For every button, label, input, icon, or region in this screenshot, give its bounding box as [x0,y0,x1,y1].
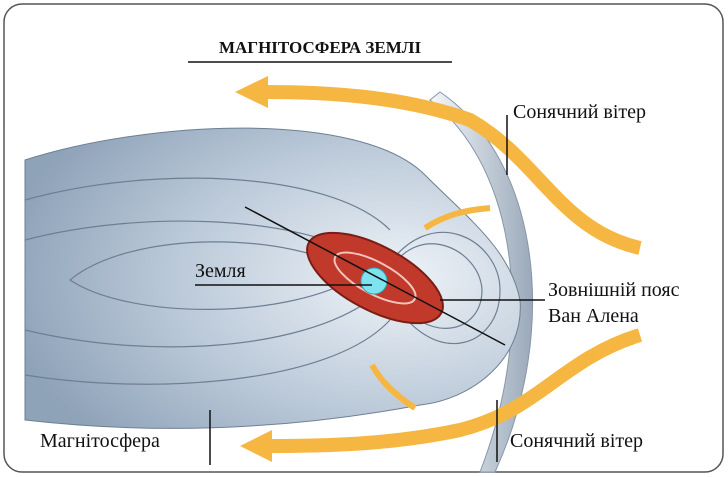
label: Ван Алена [548,305,639,327]
label: Земля [195,260,246,282]
label: Магнітосфера [40,430,160,452]
page: МАГНІТОСФЕРА ЗЕМЛІ Сонячний вітер Земля … [0,0,728,477]
label: Сонячний вітер [513,101,646,123]
label: Сонячний вітер [510,430,643,452]
label: Зовнішній пояс [548,279,680,301]
diagram: МАГНІТОСФЕРА ЗЕМЛІ Сонячний вітер Земля … [0,0,728,477]
title: МАГНІТОСФЕРА ЗЕМЛІ [219,38,422,57]
